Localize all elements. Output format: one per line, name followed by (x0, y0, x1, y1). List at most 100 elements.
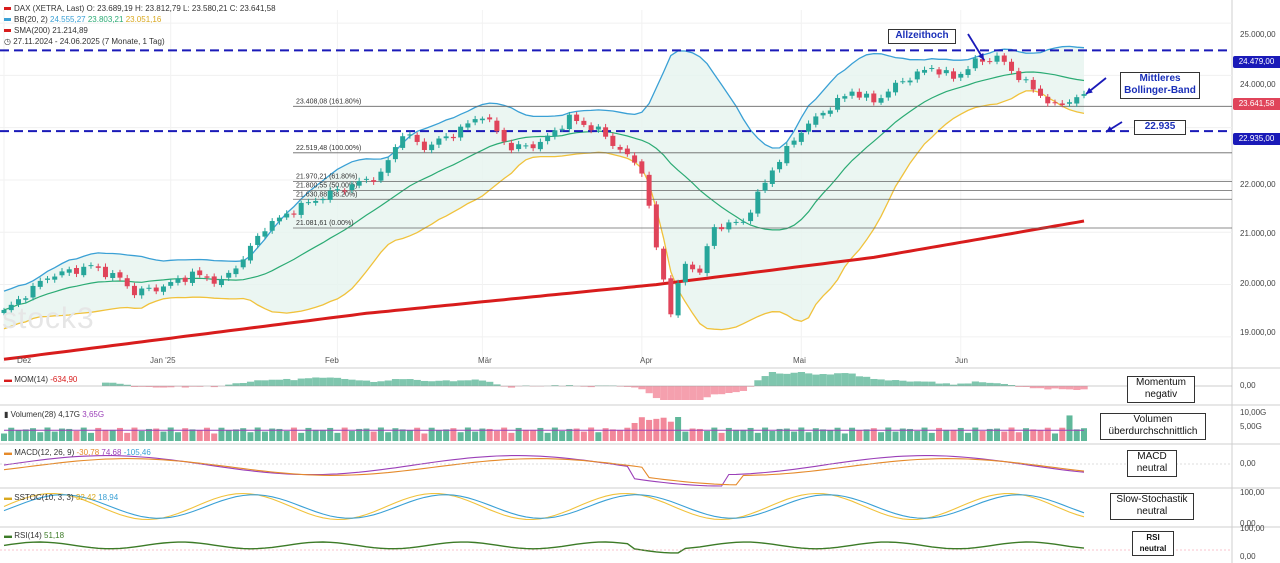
momentum-bar (797, 372, 806, 386)
volume-bar (203, 427, 210, 441)
volume-bar (595, 432, 602, 441)
momentum-bar (464, 380, 472, 386)
candle-body (878, 98, 884, 103)
volume-bar (1081, 428, 1087, 441)
momentum-bar (457, 380, 465, 386)
momentum-bar (696, 386, 704, 400)
legend-bb: BB(20, 2) 24.555,27 23.803,21 23.051,16 (4, 14, 161, 25)
clock-icon: ◷ (4, 37, 11, 46)
candle-body (1045, 96, 1051, 104)
momentum-bar (428, 381, 436, 386)
x-tick-label: Mai (793, 356, 806, 365)
volume-bar (254, 427, 261, 441)
candle-body (595, 126, 601, 130)
candle-body (711, 227, 717, 246)
candle-body (81, 266, 87, 276)
candle-body (400, 136, 406, 148)
candle-body (516, 144, 522, 150)
volume-bar (298, 432, 305, 441)
candle-body (95, 266, 101, 268)
volume-bar (464, 427, 471, 441)
volume-bar (428, 427, 435, 441)
momentum-bar (971, 381, 979, 386)
volume-bar (15, 430, 22, 441)
period-note: (7 Monate, 1 Tag) (102, 37, 165, 46)
volume-bar (530, 429, 537, 441)
candle-body (885, 91, 891, 98)
momentum-bar (580, 386, 588, 387)
volume-bar (820, 429, 827, 441)
candle-body (798, 132, 804, 142)
candle-body (117, 272, 123, 278)
fib-level-label: 21.970,21 (61.80%) (296, 174, 358, 181)
momentum-bar (660, 386, 668, 400)
volume-bar (385, 432, 392, 441)
volume-bar (269, 428, 276, 441)
stoc-axis-0: 0,00 (1240, 519, 1256, 528)
momentum-bar (507, 386, 516, 388)
y-tick-label: 24.000,00 (1240, 80, 1276, 89)
candle-body (1067, 102, 1073, 104)
momentum-bar (188, 386, 197, 387)
volume-bar (791, 431, 798, 441)
candle-body (233, 268, 239, 275)
volume-bar (232, 429, 239, 441)
volume-bar (1044, 427, 1051, 441)
volume-bar (718, 432, 725, 441)
volume-bar (131, 427, 138, 441)
volume-bar (1037, 430, 1044, 441)
candle-body (458, 126, 464, 138)
bb-upper-value: 24.555,27 (50, 15, 86, 24)
candle-body (356, 181, 362, 186)
momentum-bar (964, 383, 972, 386)
candle-body (755, 191, 761, 214)
macd-axis-zero: 0,00 (1240, 459, 1256, 468)
momentum-bar (246, 381, 255, 386)
momentum-bar (805, 373, 813, 386)
momentum-bar (906, 381, 914, 386)
volume-bar (501, 427, 508, 441)
candle-body (994, 55, 1000, 62)
momentum-bar (225, 384, 233, 386)
volume-bar (928, 432, 935, 441)
legend-instrument: DAX (XETRA, Last) O: 23.689,19 H: 23.812… (4, 3, 276, 14)
momentum-bar (993, 383, 1001, 386)
candle-body (806, 123, 812, 132)
candle-body (1030, 79, 1036, 90)
fib-level-label: 22.519,48 (100.00%) (296, 145, 361, 152)
volume-bar (182, 428, 189, 441)
x-tick-label: Feb (325, 356, 339, 365)
volume-bar (486, 428, 493, 441)
momentum-bar (957, 383, 965, 386)
volume-bar (334, 432, 341, 441)
momentum-bar (326, 377, 334, 386)
volume-bar (588, 427, 595, 441)
candle-body (929, 68, 935, 70)
candle-body (936, 69, 942, 75)
candle-body (110, 273, 116, 279)
momentum-bar (399, 379, 407, 386)
volume-bar (769, 430, 776, 441)
price-tag-ath: 24.479,00 (1233, 56, 1280, 68)
candle-body (465, 123, 471, 128)
candle-body (653, 204, 659, 248)
candle-body (864, 93, 870, 98)
candle-body (1038, 88, 1044, 96)
volume-bar (80, 427, 87, 441)
momentum-bar (616, 386, 624, 387)
candle-body (784, 146, 790, 164)
candle-body (472, 119, 478, 123)
candle-body (334, 189, 340, 191)
momentum-bar (145, 386, 153, 387)
candle-body (378, 171, 384, 181)
candle-body (523, 145, 529, 147)
annotation-allzeithoch: Allzeithoch (888, 29, 956, 44)
y-tick-label: 19.000,00 (1240, 328, 1276, 337)
period-range: 27.11.2024 - 24.06.2025 (13, 37, 100, 46)
candle-body (914, 71, 920, 80)
candle-body (363, 178, 369, 180)
momentum-bar (348, 379, 356, 386)
candle-body (175, 278, 181, 283)
annotation-level: 22.935 (1134, 120, 1186, 135)
momentum-bar (290, 380, 298, 386)
